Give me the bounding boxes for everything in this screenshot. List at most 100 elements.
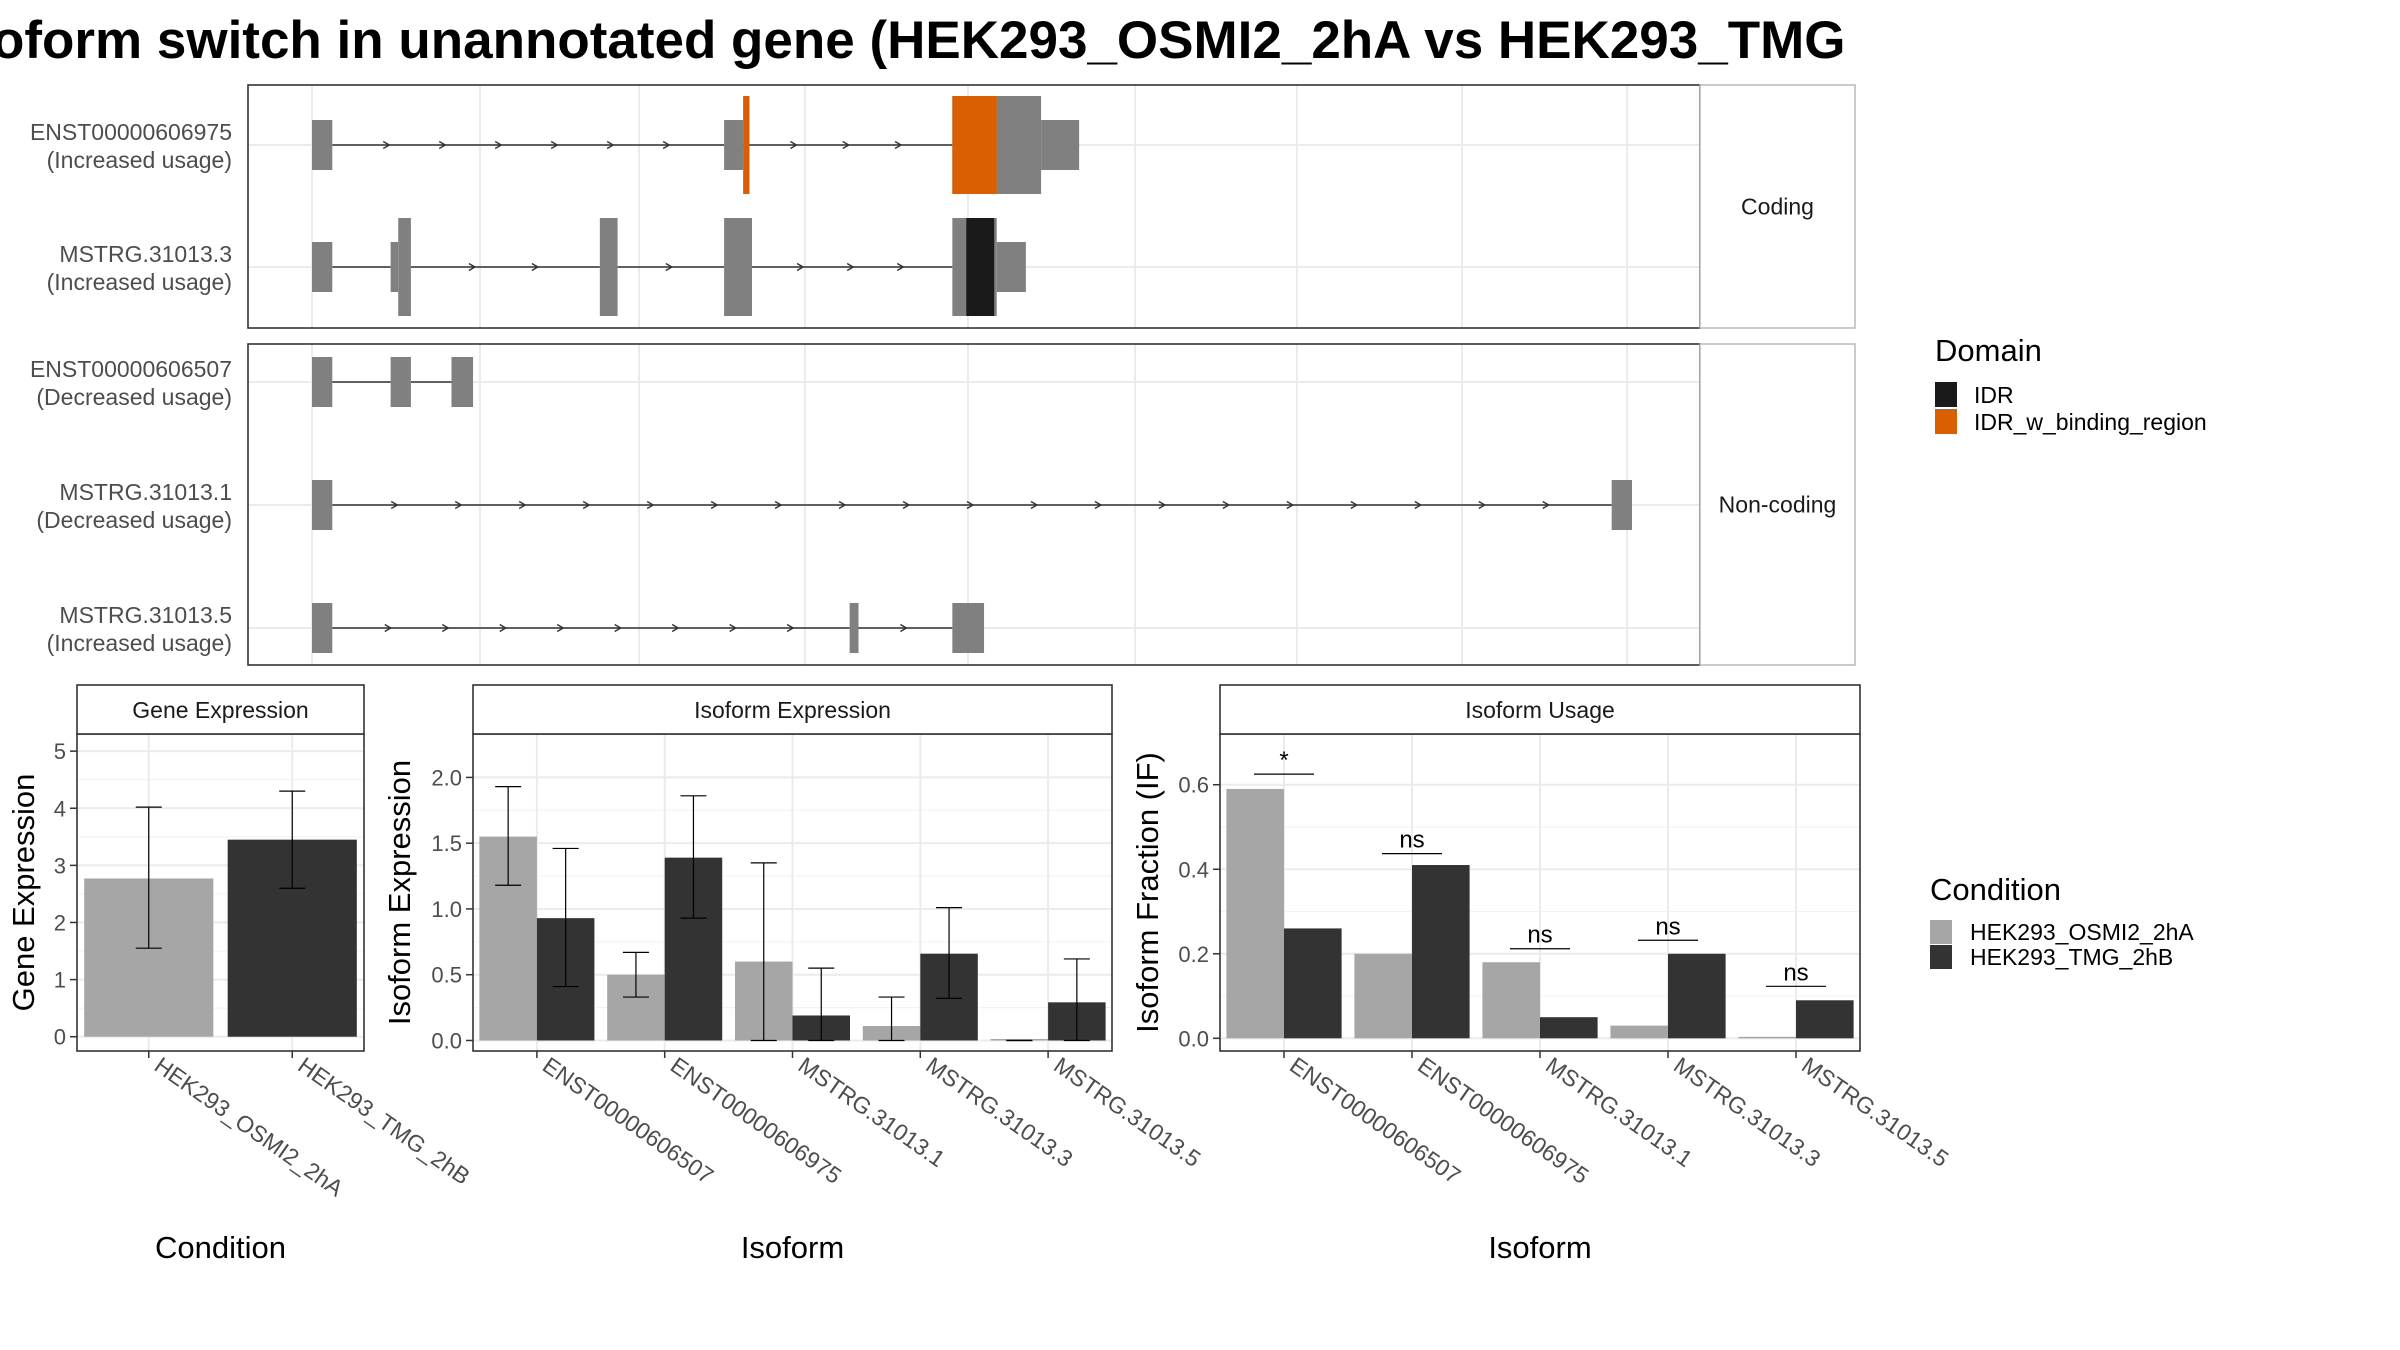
exon-block xyxy=(724,218,752,316)
y-tick-label: 0.6 xyxy=(1178,773,1209,798)
exon-block xyxy=(1611,480,1632,530)
intron-direction-arrow xyxy=(1414,500,1423,510)
y-tick-label: 1.0 xyxy=(431,897,462,922)
facet-strip-label: Non-coding xyxy=(1719,492,1837,518)
domain-block-idr xyxy=(966,218,995,316)
exon-block xyxy=(996,242,1026,292)
bar-hek293-tmg-2hb-mstrg-31013-3 xyxy=(1668,953,1726,1039)
transcript-enst00000606507: ENST00000606507(Decreased usage) xyxy=(30,356,474,410)
intron-direction-arrow xyxy=(518,500,527,510)
significance-label: ns xyxy=(1399,827,1424,854)
y-tick-label: 0.5 xyxy=(431,963,462,988)
intron-direction-arrow xyxy=(1350,500,1359,510)
significance-label: ns xyxy=(1527,922,1552,949)
y-tick-label: 1.5 xyxy=(431,831,462,856)
exon-block xyxy=(1041,120,1080,170)
chart-title: Isoform Expression xyxy=(694,697,891,723)
domain-legend-title: Domain xyxy=(1935,333,2042,368)
intron-direction-arrow xyxy=(382,140,391,150)
bar-hek293-tmg-2hb-enst00000606975 xyxy=(1412,865,1470,1039)
exon-block xyxy=(952,603,985,653)
chart-title: Gene Expression xyxy=(132,697,308,723)
y-tick-label: 4 xyxy=(54,796,66,821)
y-tick-label: 2 xyxy=(54,910,66,935)
facet-strip xyxy=(1699,84,1856,329)
bar-hek293-osmi2-2ha-enst00000606975 xyxy=(1354,953,1412,1039)
intron-direction-arrow xyxy=(606,140,615,150)
exon-block xyxy=(724,120,744,170)
intron-direction-arrow xyxy=(438,140,447,150)
intron-direction-arrow xyxy=(550,140,559,150)
y-tick-label: 2.0 xyxy=(431,765,462,790)
chart-title: Isoform Usage xyxy=(1465,697,1615,723)
intron-direction-arrow xyxy=(1030,500,1039,510)
intron-direction-arrow xyxy=(531,262,540,272)
significance-label: * xyxy=(1279,747,1288,774)
y-tick-label: 0.4 xyxy=(1178,857,1209,882)
transcript-name-label: MSTRG.31013.3 xyxy=(59,241,232,267)
intron-direction-arrow xyxy=(1542,500,1551,510)
transcript-name-label: ENST00000606975 xyxy=(30,119,232,145)
exon-block xyxy=(398,218,411,316)
y-tick-label: 0.0 xyxy=(1178,1026,1209,1051)
transcript-usage-label: (Decreased usage) xyxy=(36,507,232,533)
x-axis-title: Isoform xyxy=(1488,1230,1591,1265)
intron-direction-arrow xyxy=(1222,500,1231,510)
y-axis-title: Gene Expression xyxy=(6,774,41,1012)
intron-direction-arrow xyxy=(1478,500,1487,510)
intron-direction-arrow xyxy=(1158,500,1167,510)
exon-block xyxy=(312,603,333,653)
intron-direction-arrow xyxy=(494,140,503,150)
significance-label: ns xyxy=(1655,913,1680,940)
condition-legend-title: Condition xyxy=(1930,872,2061,907)
transcript-usage-label: (Decreased usage) xyxy=(36,384,232,410)
domain-block-idr-w-binding-region xyxy=(743,96,750,194)
intron-direction-arrow xyxy=(966,500,975,510)
intron-direction-arrow xyxy=(846,262,855,272)
exon-block xyxy=(599,218,618,316)
chart-isoform-expression: Isoform Expression0.00.51.01.52.0ENST000… xyxy=(382,684,1206,1265)
transcript-usage-label: (Increased usage) xyxy=(47,269,232,295)
structure-facet-non-coding: Non-coding ENST00000606507(Decreased usag… xyxy=(30,343,1856,666)
transcript-name-label: MSTRG.31013.1 xyxy=(59,479,232,505)
transcript-name-label: MSTRG.31013.5 xyxy=(59,602,232,628)
intron-direction-arrow xyxy=(454,500,463,510)
domain-legend-swatch-idr xyxy=(1935,382,1957,407)
bar-hek293-osmi2-2ha-enst00000606507 xyxy=(1226,788,1284,1039)
transcript-mstrg-31013-3: MSTRG.31013.3(Increased usage) xyxy=(47,218,1026,316)
facet-strip-label: Coding xyxy=(1741,194,1814,220)
exon-block xyxy=(312,242,333,292)
figure-title: oform switch in unannotated gene (HEK293… xyxy=(0,11,1845,70)
intron-direction-arrow xyxy=(671,623,680,633)
intron-direction-arrow xyxy=(790,140,798,150)
condition-legend-label: HEK293_TMG_2hB xyxy=(1970,944,2173,970)
transcript-usage-label: (Increased usage) xyxy=(47,147,232,173)
intron-direction-arrow xyxy=(662,140,671,150)
exon-block xyxy=(312,120,333,170)
bar-hek293-tmg-2hb-enst00000606507 xyxy=(1284,928,1342,1039)
bar-hek293-osmi2-2ha-mstrg-31013-3 xyxy=(1610,1025,1668,1039)
intron-direction-arrow xyxy=(838,500,847,510)
intron-direction-arrow xyxy=(842,140,851,150)
intron-direction-arrow xyxy=(902,500,911,510)
intron-direction-arrow xyxy=(1094,500,1103,510)
intron-direction-arrow xyxy=(582,500,591,510)
significance-label: ns xyxy=(1783,959,1808,986)
intron-direction-arrow xyxy=(786,623,795,633)
x-axis-title: Condition xyxy=(155,1230,286,1265)
domain-block-idr-w-binding-region xyxy=(952,96,997,194)
condition-legend-swatch-hek293-tmg-2hb xyxy=(1930,945,1952,969)
y-tick-label: 1 xyxy=(54,968,66,993)
exon-block xyxy=(390,242,399,292)
chart-title-strip xyxy=(472,684,1113,735)
domain-legend-label: IDR_w_binding_region xyxy=(1974,409,2207,435)
intron-direction-arrow xyxy=(441,623,450,633)
transcript-mstrg-31013-1: MSTRG.31013.1(Decreased usage) xyxy=(36,479,1632,533)
intron-direction-arrow xyxy=(384,623,393,633)
intron-direction-arrow xyxy=(665,262,674,272)
x-axis-title: Isoform xyxy=(741,1230,844,1265)
exon-block xyxy=(390,357,411,407)
